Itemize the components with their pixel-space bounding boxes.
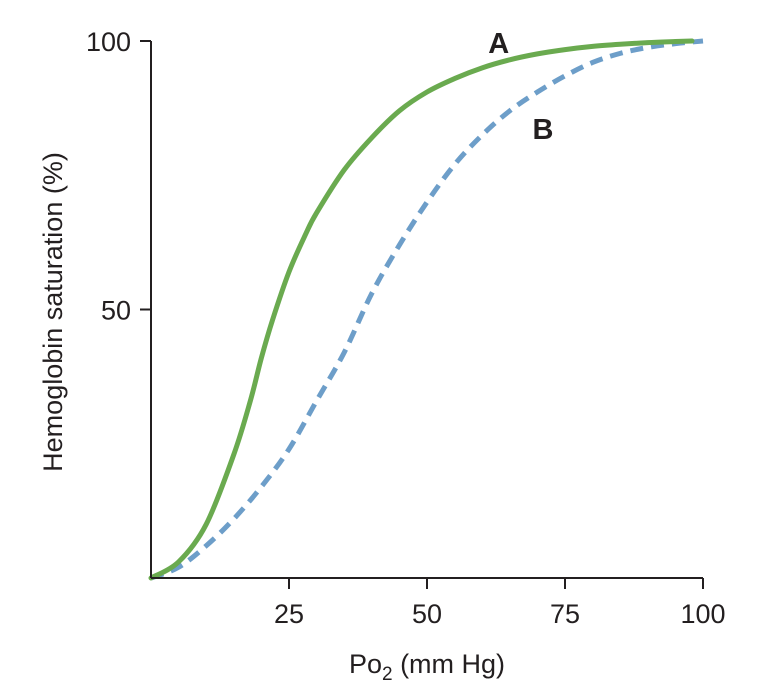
x-axis-title-subscript: 2 <box>382 664 393 685</box>
x-tick-label: 50 <box>412 599 442 629</box>
x-tick-label: 100 <box>680 599 725 629</box>
y-axis-title: Hemoglobin saturation (%) <box>38 152 68 472</box>
x-axis-title-main: Po <box>349 649 382 679</box>
series-line-b <box>150 38 704 581</box>
series-labels: AB <box>488 28 553 146</box>
plot-area <box>148 38 704 581</box>
y-tick-label: 100 <box>86 27 131 57</box>
x-axis-title: Po2 (mm Hg) <box>349 649 505 685</box>
series-line-a <box>148 38 695 581</box>
x-axis-title-unit: (mm Hg) <box>393 649 505 679</box>
x-tick-label: 75 <box>550 599 580 629</box>
y-tick-label: 50 <box>101 296 131 326</box>
series-label-a: A <box>488 28 509 60</box>
series-label-b: B <box>532 114 553 146</box>
x-axis-ticks: 25 50 75 100 <box>274 578 726 629</box>
x-tick-label: 25 <box>274 599 304 629</box>
y-axis-ticks: 50 100 <box>86 27 151 326</box>
